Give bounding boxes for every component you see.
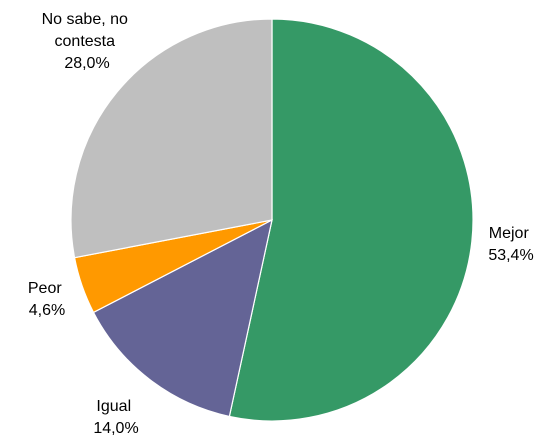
pie-slice-no-sabe	[70, 18, 273, 259]
slice-label-igual-name: Igual	[96, 398, 131, 415]
slice-label-igual-value: 14,0%	[93, 420, 138, 437]
pie-slices	[70, 18, 474, 422]
slice-label-no-sabe-value: 28,0%	[64, 55, 109, 72]
pie-slice-mejor	[228, 18, 474, 422]
pie-labels: Mejor 53,4% Igual 14,0% Peor 4,6% No sab…	[28, 11, 534, 437]
slice-label-igual: Igual 14,0%	[93, 398, 138, 437]
slice-label-no-sabe: No sabe, no contesta 28,0%	[42, 11, 133, 72]
slice-label-no-sabe-line2: contesta	[55, 33, 116, 50]
slice-label-mejor-name: Mejor	[489, 225, 530, 242]
slice-label-peor-value: 4,6%	[29, 302, 65, 319]
slice-label-mejor: Mejor 53,4%	[488, 225, 533, 264]
slice-label-mejor-value: 53,4%	[488, 247, 533, 264]
slice-label-no-sabe-line1: No sabe, no	[42, 11, 128, 28]
pie-slice-igual	[92, 218, 273, 418]
slice-label-peor: Peor 4,6%	[28, 280, 66, 319]
slice-label-peor-name: Peor	[28, 280, 62, 297]
